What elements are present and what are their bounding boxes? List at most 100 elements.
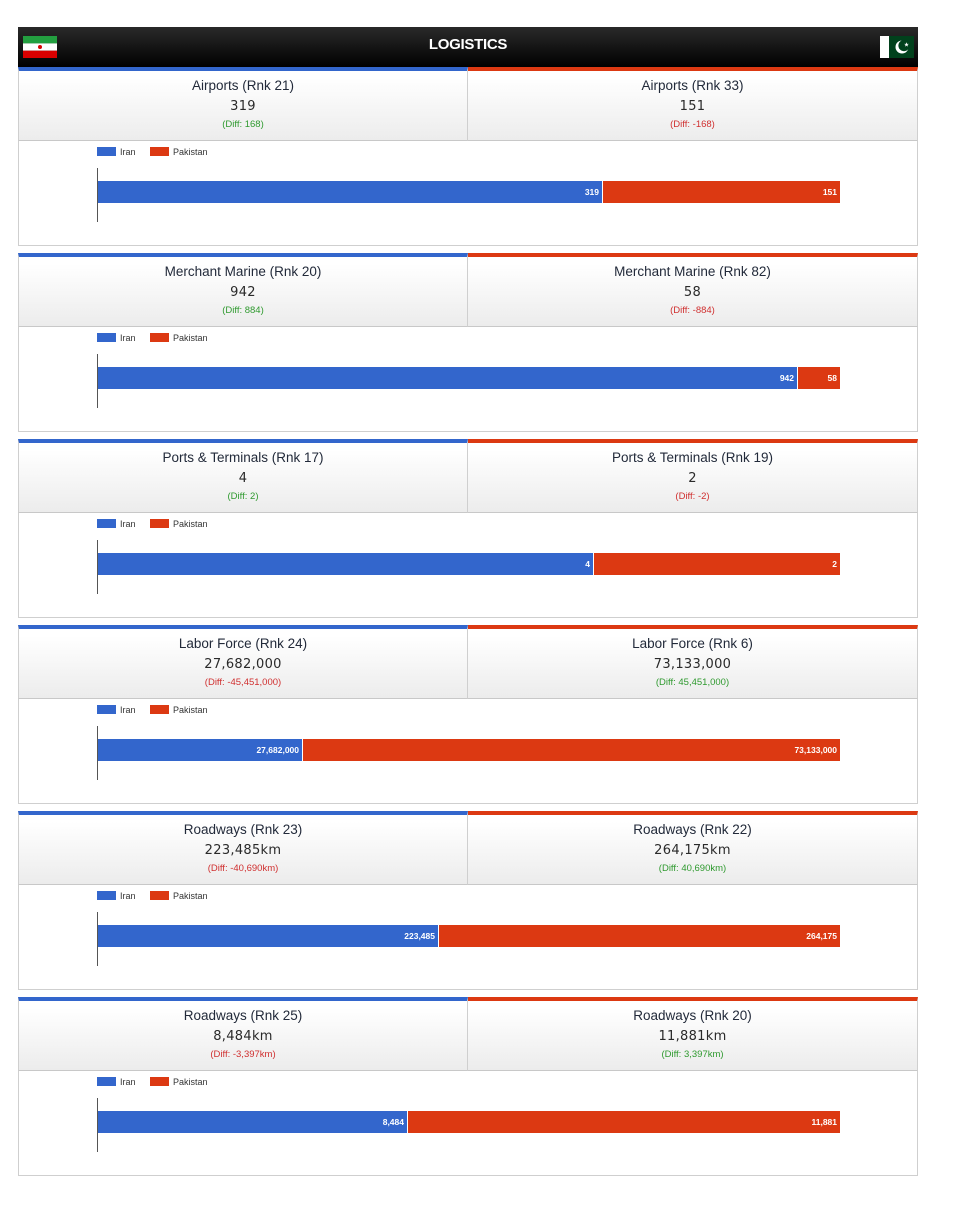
bar-segment-pakistan: 2 — [593, 553, 840, 575]
stat-row: Ports & Terminals (Rnk 17) 4 (Diff: 2) P… — [18, 439, 918, 513]
iran-diff: (Diff: 168) — [222, 119, 264, 130]
iran-rank-label: Ports & Terminals (Rnk 17) — [162, 450, 324, 465]
stacked-bar: 942 58 — [98, 367, 840, 389]
section-title: LOGISTICS — [428, 36, 508, 53]
pakistan-rank-label: Merchant Marine (Rnk 82) — [614, 264, 771, 279]
bar-label-pakistan: 11,881 — [811, 1117, 837, 1127]
bar-segment-iran: 8,484 — [98, 1111, 407, 1133]
legend-label-iran: Iran — [120, 891, 136, 901]
stacked-bar: 8,484 11,881 — [98, 1111, 840, 1133]
legend-item-pakistan: Pakistan — [150, 1077, 208, 1087]
iran-rank-label: Roadways (Rnk 25) — [183, 1008, 303, 1023]
iran-diff: (Diff: -45,451,000) — [204, 677, 282, 688]
comparison-block: Roadways (Rnk 23) 223,485km (Diff: -40,6… — [18, 811, 918, 990]
comparison-bar-chart: Iran Pakistan 8,484 11,881 — [18, 1071, 918, 1176]
pakistan-diff: (Diff: 3,397km) — [661, 1049, 724, 1060]
stat-row: Roadways (Rnk 25) 8,484km (Diff: -3,397k… — [18, 997, 918, 1071]
bar-label-iran: 942 — [779, 373, 794, 383]
bar-label-iran: 27,682,000 — [256, 745, 299, 755]
comparison-block: Roadways (Rnk 25) 8,484km (Diff: -3,397k… — [18, 997, 918, 1176]
legend-swatch-pakistan — [150, 1077, 170, 1086]
legend-item-iran: Iran — [97, 147, 136, 157]
legend-item-iran: Iran — [97, 519, 136, 529]
pakistan-diff: (Diff: 40,690km) — [658, 863, 727, 874]
bar-segment-iran: 27,682,000 — [98, 739, 302, 761]
pakistan-value: 151 — [679, 99, 706, 114]
pakistan-flag-icon — [880, 36, 914, 58]
pakistan-diff: (Diff: 45,451,000) — [655, 677, 730, 688]
bar-label-iran: 223,485 — [404, 931, 435, 941]
iran-value: 8,484km — [213, 1029, 273, 1044]
comparison-bar-chart: Iran Pakistan 319 151 — [18, 141, 918, 246]
legend-swatch-iran — [97, 891, 116, 900]
stat-row: Merchant Marine (Rnk 20) 942 (Diff: 884)… — [18, 253, 918, 327]
pakistan-rank-label: Ports & Terminals (Rnk 19) — [611, 450, 774, 465]
legend-item-pakistan: Pakistan — [150, 891, 208, 901]
iran-diff: (Diff: 884) — [222, 305, 264, 316]
iran-value: 223,485km — [204, 843, 282, 858]
bar-segment-pakistan: 73,133,000 — [302, 739, 840, 761]
comparison-bar-chart: Iran Pakistan 942 58 — [18, 327, 918, 432]
legend-label-pakistan: Pakistan — [173, 147, 208, 157]
stat-row: Roadways (Rnk 23) 223,485km (Diff: -40,6… — [18, 811, 918, 885]
pakistan-stat-card: Ports & Terminals (Rnk 19) 2 (Diff: -2) — [468, 439, 918, 513]
comparison-block: Merchant Marine (Rnk 20) 942 (Diff: 884)… — [18, 253, 918, 432]
chart-legend: Iran Pakistan — [97, 333, 220, 345]
legend-label-iran: Iran — [120, 519, 136, 529]
iran-value: 27,682,000 — [204, 657, 282, 672]
legend-label-pakistan: Pakistan — [173, 333, 208, 343]
logistics-header: LOGISTICS — [18, 27, 918, 67]
stat-row: Labor Force (Rnk 24) 27,682,000 (Diff: -… — [18, 625, 918, 699]
chart-axis — [97, 1098, 98, 1152]
stacked-bar: 27,682,000 73,133,000 — [98, 739, 840, 761]
iran-value: 942 — [230, 285, 256, 300]
chart-axis — [97, 354, 98, 408]
legend-item-iran: Iran — [97, 333, 136, 343]
bar-segment-pakistan: 264,175 — [438, 925, 840, 947]
legend-swatch-iran — [97, 705, 116, 714]
pakistan-value: 11,881km — [658, 1029, 727, 1044]
iran-rank-label: Labor Force (Rnk 24) — [178, 636, 308, 651]
iran-rank-label: Airports (Rnk 21) — [191, 78, 295, 93]
iran-stat-card: Roadways (Rnk 23) 223,485km (Diff: -40,6… — [18, 811, 468, 885]
legend-swatch-pakistan — [150, 705, 170, 714]
iran-diff: (Diff: -40,690km) — [207, 863, 279, 874]
bar-label-pakistan: 73,133,000 — [794, 745, 837, 755]
bar-segment-iran: 319 — [98, 181, 602, 203]
comparison-list: Airports (Rnk 21) 319 (Diff: 168) Airpor… — [18, 67, 918, 1176]
legend-item-iran: Iran — [97, 1077, 136, 1087]
bar-label-iran: 319 — [584, 187, 599, 197]
chart-legend: Iran Pakistan — [97, 147, 220, 159]
iran-diff: (Diff: -3,397km) — [210, 1049, 276, 1060]
comparison-bar-chart: Iran Pakistan 27,682,000 73,133,000 — [18, 699, 918, 804]
bar-segment-iran: 4 — [98, 553, 593, 575]
legend-swatch-pakistan — [150, 333, 170, 342]
legend-label-iran: Iran — [120, 147, 136, 157]
pakistan-value: 264,175km — [654, 843, 731, 858]
comparison-block: Labor Force (Rnk 24) 27,682,000 (Diff: -… — [18, 625, 918, 804]
legend-label-iran: Iran — [120, 705, 136, 715]
stacked-bar: 223,485 264,175 — [98, 925, 840, 947]
chart-legend: Iran Pakistan — [97, 891, 220, 903]
comparison-bar-chart: Iran Pakistan 4 2 — [18, 513, 918, 618]
legend-swatch-iran — [97, 147, 116, 156]
legend-item-iran: Iran — [97, 891, 136, 901]
legend-swatch-iran — [97, 1077, 116, 1086]
pakistan-diff: (Diff: -884) — [670, 305, 715, 316]
chart-axis — [97, 912, 98, 966]
pakistan-rank-label: Airports (Rnk 33) — [641, 78, 744, 93]
legend-label-iran: Iran — [120, 333, 136, 343]
iran-stat-card: Labor Force (Rnk 24) 27,682,000 (Diff: -… — [18, 625, 468, 699]
pakistan-stat-card: Roadways (Rnk 20) 11,881km (Diff: 3,397k… — [468, 997, 918, 1071]
pakistan-stat-card: Airports (Rnk 33) 151 (Diff: -168) — [468, 67, 918, 141]
legend-label-pakistan: Pakistan — [173, 1077, 208, 1087]
pakistan-stat-card: Merchant Marine (Rnk 82) 58 (Diff: -884) — [468, 253, 918, 327]
iran-rank-label: Roadways (Rnk 23) — [183, 822, 303, 837]
bar-label-iran: 8,484 — [382, 1117, 404, 1127]
legend-label-pakistan: Pakistan — [173, 891, 208, 901]
legend-swatch-pakistan — [150, 519, 170, 528]
legend-label-pakistan: Pakistan — [173, 519, 208, 529]
legend-swatch-iran — [97, 333, 116, 342]
pakistan-value: 58 — [683, 285, 702, 300]
iran-flag-icon — [23, 36, 57, 58]
